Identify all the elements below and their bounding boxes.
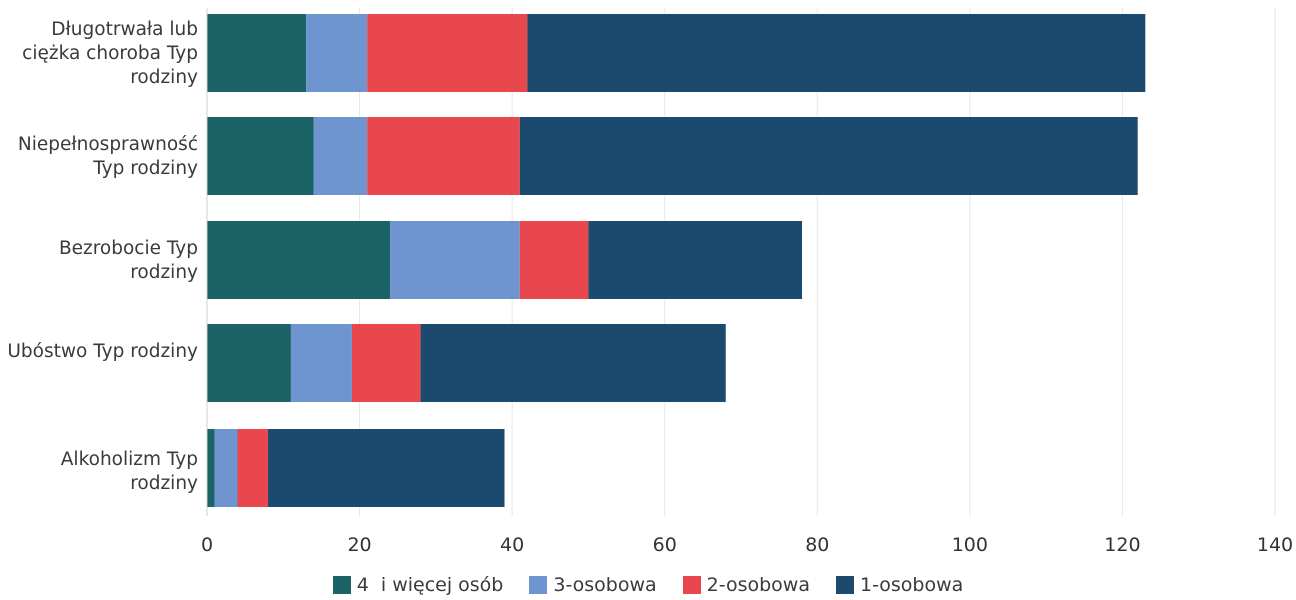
bar-segment-3-3 [420,324,726,402]
legend-item-0[interactable]: 4 i więcej osób [332,574,504,596]
x-tick-label-140: 140 [1257,534,1293,556]
bar-segment-3-0 [207,324,291,402]
x-tick-label-100: 100 [952,534,988,556]
bar-segment-0-3 [527,14,1146,92]
bar-segment-1-1 [313,117,368,195]
bar-segment-4-3 [268,429,505,507]
bar-segment-2-1 [390,221,520,299]
category-label-4: Alkoholizm Typ rodziny [60,449,198,494]
bar-segment-1-3 [519,117,1138,195]
legend-label-0: 4 i więcej osób [356,574,504,596]
legend-swatch-0 [332,576,351,594]
x-tick-label-0: 0 [201,534,213,556]
legend-item-1[interactable]: 3-osobowa [529,574,657,596]
bar-segment-4-1 [214,429,238,507]
x-tick-label-60: 60 [653,534,677,556]
category-label-1: Niepełnosprawność Typ rodziny [17,134,198,179]
category-label-3: Ubóstwo Typ rodziny [7,341,198,362]
bar-segment-1-0 [207,117,314,195]
bar-segment-0-2 [367,14,528,92]
legend-swatch-1 [529,576,548,594]
bar-segment-0-1 [306,14,368,92]
legend-label-2: 2-osobowa [706,574,810,596]
bar-segment-0-0 [207,14,307,92]
bar-segment-4-0 [207,429,215,507]
bar-segment-2-0 [207,221,391,299]
x-tick-label-40: 40 [500,534,524,556]
bar-segment-2-2 [519,221,589,299]
bar-segment-1-2 [367,117,520,195]
legend-label-3: 1-osobowa [859,574,964,596]
bar-segment-3-1 [290,324,352,402]
chart-legend: 4 i więcej osób 3-osobowa 2-osobowa 1-osobo… [0,574,1296,596]
x-tick-label-80: 80 [805,534,829,556]
x-tick-label-20: 20 [347,534,371,556]
legend-swatch-2 [682,576,701,594]
legend-swatch-3 [835,576,854,594]
category-label-0: Długotrwała lub ciężka choroba Typ rodzi… [22,19,198,88]
x-tick-label-120: 120 [1104,534,1140,556]
bar-segment-3-2 [351,324,421,402]
bar-segment-4-2 [237,429,269,507]
legend-label-1: 3-osobowa [553,574,657,596]
legend-item-2[interactable]: 2-osobowa [682,574,810,596]
legend-item-3[interactable]: 1-osobowa [835,574,964,596]
category-label-2: Bezrobocie Typ rodziny [58,238,198,283]
bar-segment-2-3 [588,221,803,299]
